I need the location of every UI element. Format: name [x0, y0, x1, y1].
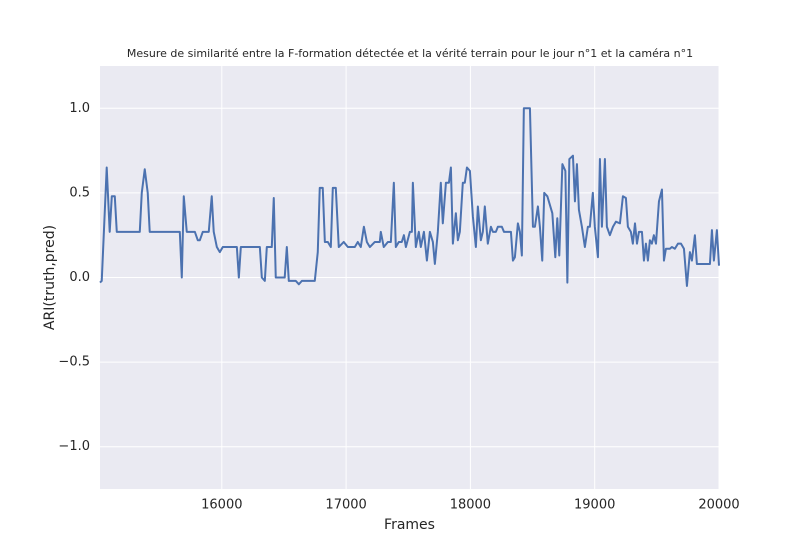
chart-title: Mesure de similarité entre la F-formatio…	[127, 47, 693, 60]
x-tick-label: 17000	[325, 498, 366, 513]
x-tick-label: 16000	[201, 498, 242, 513]
x-axis-label: Frames	[384, 517, 435, 533]
y-tick-label: 1.0	[69, 101, 90, 116]
data-line	[99, 107, 720, 287]
y-tick-label: −1.0	[58, 439, 90, 454]
y-tick-label: −0.5	[58, 355, 90, 370]
y-axis-label: ARI(truth,pred)	[42, 225, 58, 330]
x-tick-label: 18000	[450, 498, 491, 513]
y-tick-label: 0.5	[69, 185, 90, 200]
x-tick-label: 19000	[574, 498, 615, 513]
y-tick-label: 0.0	[69, 270, 90, 285]
grid	[100, 66, 720, 489]
x-tick-label: 20000	[698, 498, 739, 513]
marks	[99, 107, 720, 287]
